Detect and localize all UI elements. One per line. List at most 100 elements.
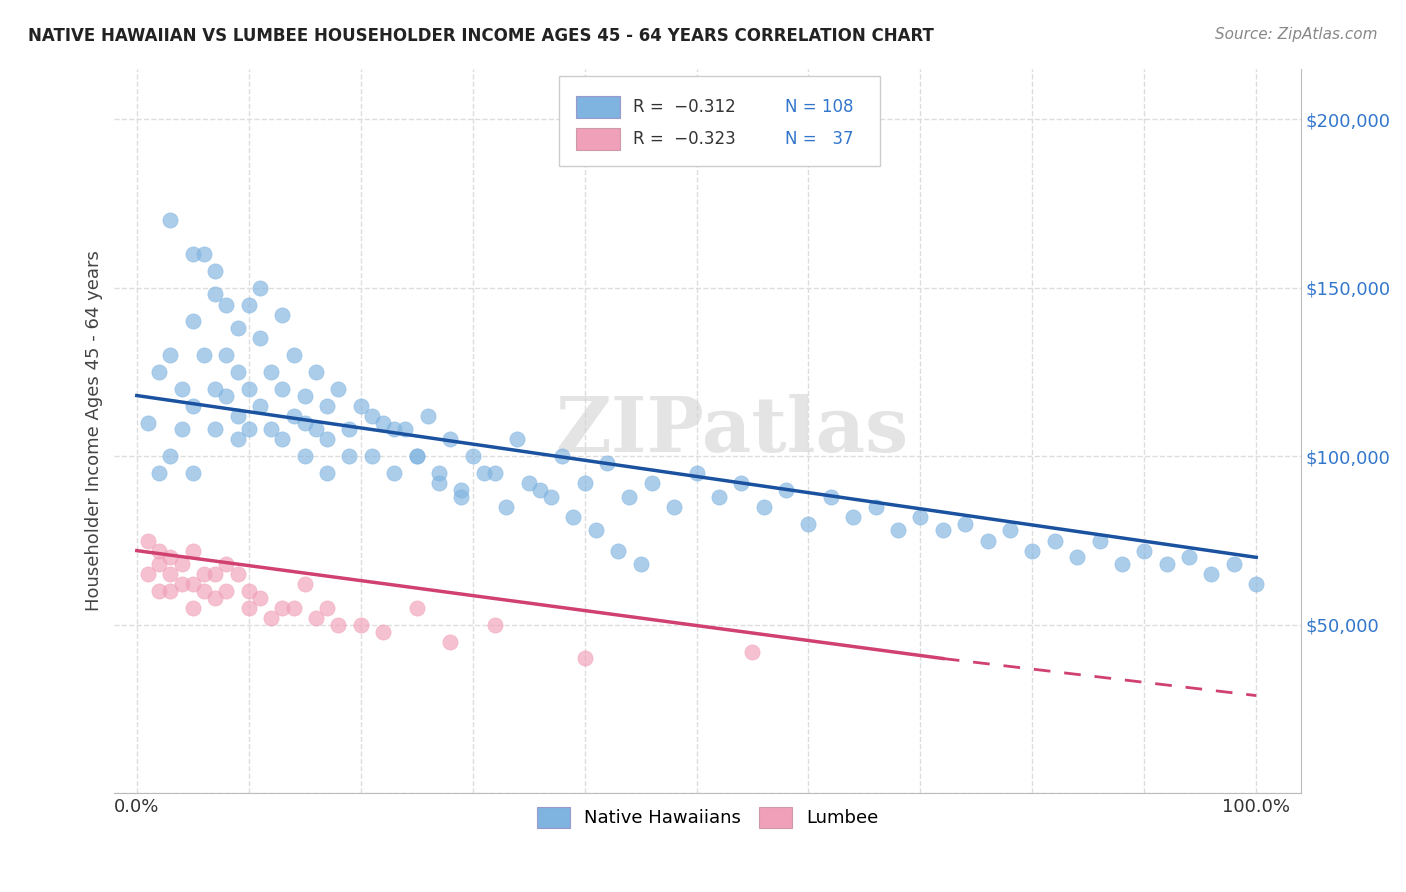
Point: [394, 422, 416, 436]
Point: [842, 509, 865, 524]
Point: [439, 433, 461, 447]
FancyBboxPatch shape: [576, 128, 620, 150]
Point: [540, 490, 562, 504]
Point: [204, 591, 226, 605]
Point: [193, 348, 215, 362]
Point: [260, 611, 283, 625]
Point: [294, 449, 316, 463]
Point: [226, 567, 249, 582]
Y-axis label: Householder Income Ages 45 - 64 years: Householder Income Ages 45 - 64 years: [86, 251, 103, 611]
Point: [148, 543, 170, 558]
Point: [328, 617, 350, 632]
Point: [472, 466, 495, 480]
Point: [562, 509, 585, 524]
FancyBboxPatch shape: [560, 76, 880, 167]
Text: N =   37: N = 37: [785, 130, 853, 148]
Point: [976, 533, 998, 548]
Point: [382, 422, 405, 436]
Point: [271, 433, 294, 447]
Point: [820, 490, 842, 504]
Point: [271, 382, 294, 396]
Point: [215, 388, 238, 402]
Point: [238, 382, 260, 396]
Point: [932, 524, 955, 538]
Point: [574, 476, 596, 491]
Point: [1201, 567, 1223, 582]
Point: [170, 557, 193, 571]
Point: [641, 476, 664, 491]
Point: [181, 314, 204, 328]
Point: [1066, 550, 1088, 565]
Point: [619, 490, 641, 504]
Point: [181, 543, 204, 558]
Point: [707, 490, 730, 504]
Point: [371, 624, 394, 639]
Point: [382, 466, 405, 480]
Point: [316, 601, 339, 615]
Point: [215, 584, 238, 599]
Point: [305, 365, 328, 379]
Point: [1133, 543, 1156, 558]
Point: [181, 577, 204, 591]
Point: [339, 449, 361, 463]
Point: [294, 416, 316, 430]
Point: [461, 449, 484, 463]
Point: [204, 422, 226, 436]
Point: [193, 584, 215, 599]
Point: [283, 348, 305, 362]
Point: [1043, 533, 1066, 548]
Point: [630, 557, 652, 571]
Point: [215, 297, 238, 311]
Point: [170, 382, 193, 396]
Point: [350, 399, 373, 413]
Point: [249, 591, 271, 605]
Point: [136, 533, 159, 548]
Point: [910, 509, 932, 524]
Point: [159, 550, 181, 565]
Point: [148, 365, 170, 379]
Point: [339, 422, 361, 436]
Point: [226, 409, 249, 423]
Text: Source: ZipAtlas.com: Source: ZipAtlas.com: [1215, 27, 1378, 42]
Point: [427, 476, 450, 491]
Point: [181, 466, 204, 480]
Point: [752, 500, 775, 514]
Text: N = 108: N = 108: [785, 98, 853, 116]
Point: [271, 308, 294, 322]
Point: [887, 524, 910, 538]
Point: [170, 577, 193, 591]
Point: [283, 601, 305, 615]
Point: [226, 321, 249, 335]
Text: NATIVE HAWAIIAN VS LUMBEE HOUSEHOLDER INCOME AGES 45 - 64 YEARS CORRELATION CHAR: NATIVE HAWAIIAN VS LUMBEE HOUSEHOLDER IN…: [28, 27, 934, 45]
Point: [148, 557, 170, 571]
Point: [741, 645, 763, 659]
Point: [238, 584, 260, 599]
Point: [1111, 557, 1133, 571]
Point: [249, 280, 271, 294]
Point: [271, 601, 294, 615]
Point: [551, 449, 574, 463]
Point: [427, 466, 450, 480]
Point: [1021, 543, 1043, 558]
Point: [371, 416, 394, 430]
Point: [685, 466, 707, 480]
Point: [517, 476, 540, 491]
Point: [181, 601, 204, 615]
Point: [730, 476, 752, 491]
FancyBboxPatch shape: [576, 96, 620, 118]
Point: [204, 567, 226, 582]
Point: [529, 483, 551, 497]
Point: [249, 331, 271, 345]
Point: [1244, 577, 1267, 591]
Point: [215, 557, 238, 571]
Point: [159, 449, 181, 463]
Point: [294, 388, 316, 402]
Point: [136, 567, 159, 582]
Point: [249, 399, 271, 413]
Point: [405, 449, 427, 463]
Point: [159, 584, 181, 599]
Point: [328, 382, 350, 396]
Point: [136, 416, 159, 430]
Point: [506, 433, 529, 447]
Point: [226, 433, 249, 447]
